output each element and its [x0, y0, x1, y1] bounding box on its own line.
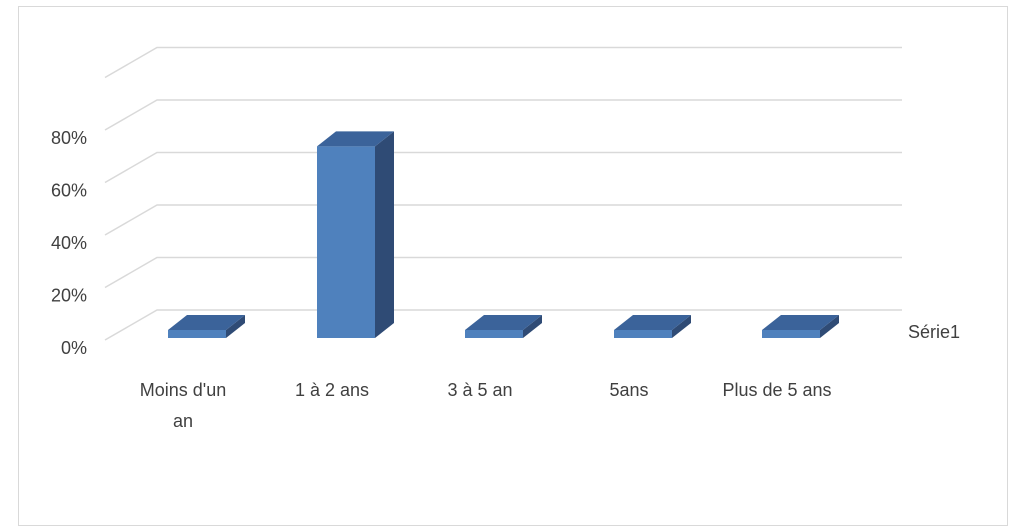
- bar-side: [820, 315, 839, 338]
- y-tick-label: 40%: [51, 233, 87, 253]
- gridline: [104, 151, 902, 184]
- bar: [762, 315, 839, 338]
- bar-front: [614, 330, 672, 338]
- gridline: [104, 309, 902, 341]
- gridline: [104, 99, 902, 131]
- x-category-label: Moins d'un an: [140, 380, 226, 431]
- bar: [465, 315, 542, 338]
- gridline: [104, 256, 902, 289]
- bar-side: [226, 315, 245, 338]
- y-tick-label: 20%: [51, 286, 87, 306]
- bar-front: [168, 330, 226, 338]
- bars: [168, 131, 839, 338]
- bar-side: [375, 131, 394, 338]
- legend: Série1: [908, 322, 960, 342]
- y-tick-label: 80%: [51, 128, 87, 148]
- bar-side: [523, 315, 542, 338]
- y-tick-label: 0%: [61, 338, 87, 358]
- bar: [317, 131, 394, 338]
- bar: [614, 315, 691, 338]
- legend-label-serie1: Série1: [908, 322, 960, 342]
- bar-front: [762, 330, 820, 338]
- bar-front: [317, 146, 375, 338]
- gridlines: [104, 46, 902, 341]
- x-axis-categories: Moins d'un an 1 à 2 ans 3 à 5 an 5ans Plus de…: [140, 380, 832, 431]
- bar: [168, 315, 245, 338]
- bar-top: [465, 315, 542, 330]
- bar-top: [762, 315, 839, 330]
- x-category-label: 5ans: [609, 380, 648, 400]
- bar-front: [465, 330, 523, 338]
- gridline: [104, 46, 902, 79]
- bar-top: [168, 315, 245, 330]
- chart-frame: [18, 6, 1008, 526]
- y-axis-ticks: 0% 20% 40% 60% 80%: [51, 128, 87, 358]
- x-category-label: 3 à 5 an: [447, 380, 512, 400]
- x-category-label: 1 à 2 ans: [295, 380, 369, 400]
- bar-top: [317, 131, 394, 147]
- x-category-label: Plus de 5 ans: [722, 380, 831, 400]
- gridline: [104, 204, 902, 236]
- bar-side: [672, 315, 691, 338]
- y-tick-label: 60%: [51, 181, 87, 201]
- bar-top: [614, 315, 691, 330]
